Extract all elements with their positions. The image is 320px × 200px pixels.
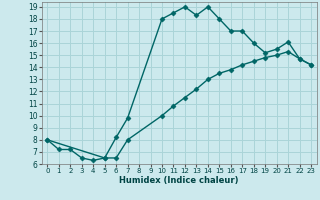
X-axis label: Humidex (Indice chaleur): Humidex (Indice chaleur): [119, 176, 239, 185]
